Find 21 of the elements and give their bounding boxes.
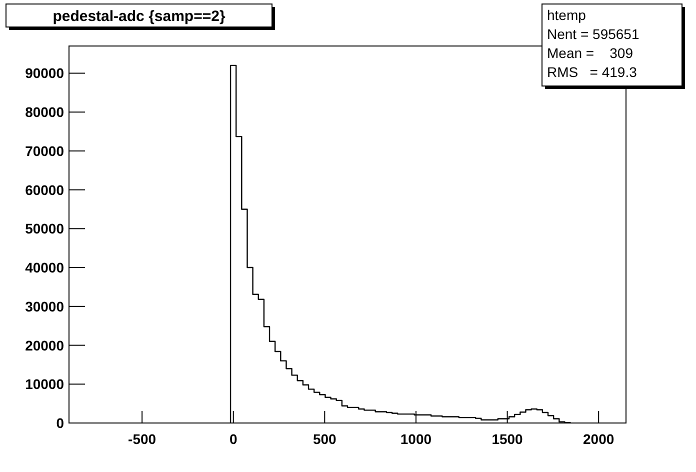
x-tick-label: 1000	[400, 431, 432, 447]
text: Nent = 595651	[547, 26, 640, 42]
y-tick-label: 80000	[25, 104, 64, 120]
y-tick-label: 0	[56, 415, 64, 431]
annotation: Mean = 309	[547, 45, 634, 61]
y-tick-label: 30000	[25, 298, 64, 314]
annotation: RMS = 419.3	[547, 64, 638, 80]
y-tick-label: 70000	[25, 142, 64, 159]
x-tick-label: -500	[128, 431, 156, 447]
y-tick-label: 10000	[25, 376, 64, 392]
x-tick-label: 500	[312, 431, 337, 447]
y-tick-label: 90000	[25, 65, 64, 82]
x-tick-label: 0	[229, 431, 238, 447]
y-tick-label: 20000	[25, 337, 64, 354]
y-tick-label: 60000	[25, 182, 64, 198]
x-tick-label: 2000	[583, 431, 614, 447]
y-tick-label: 40000	[25, 260, 64, 276]
y-tick-label: 50000	[25, 220, 64, 237]
text: htemp	[547, 7, 586, 23]
chart-title: pedestal-adc {samp==2}	[52, 8, 226, 25]
x-tick-label: 1500	[492, 431, 524, 447]
